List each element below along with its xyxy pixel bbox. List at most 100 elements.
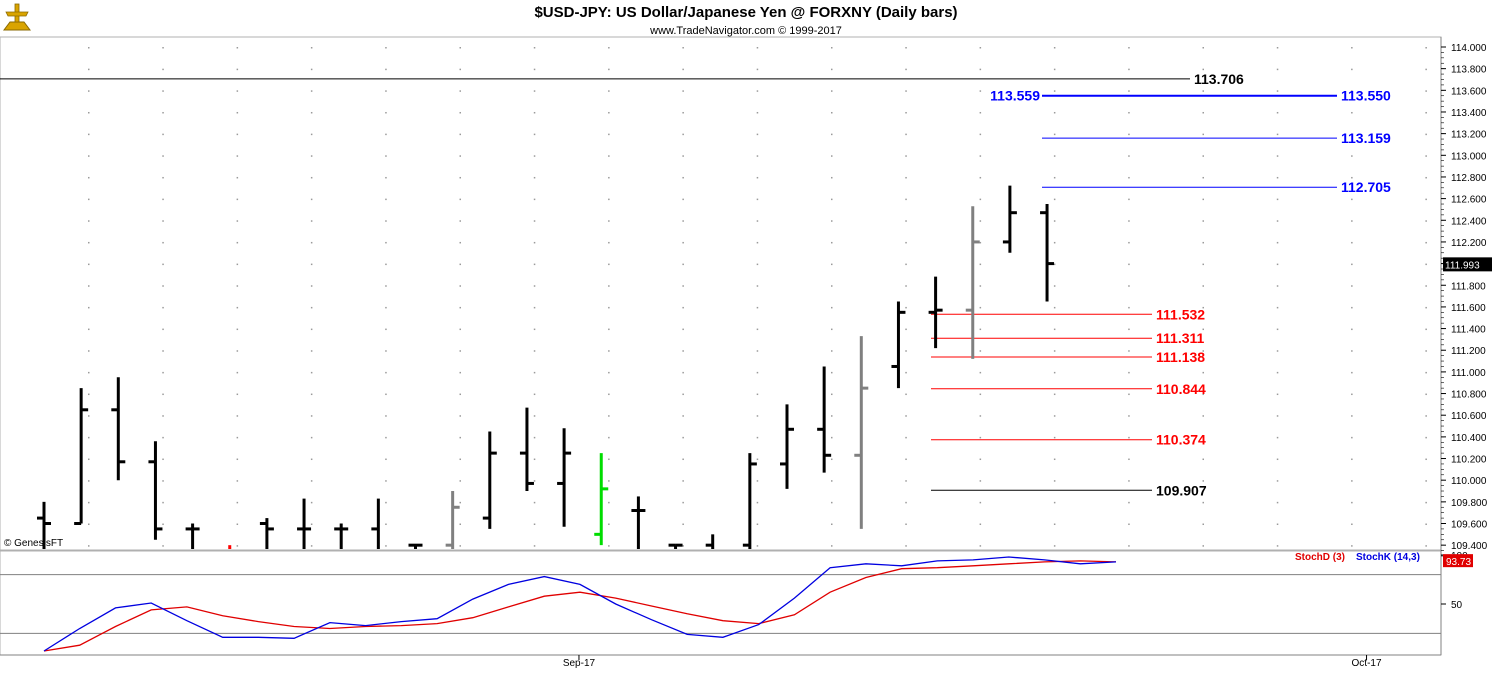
grid-dot <box>533 155 536 157</box>
grid-dot <box>831 176 833 179</box>
grid-dot <box>682 68 684 71</box>
grid-dot <box>1053 241 1056 244</box>
grid-dot <box>385 545 387 547</box>
grid-dot <box>459 415 461 417</box>
grid-dot <box>682 176 684 179</box>
grid-dot <box>905 501 907 504</box>
grid-dot <box>162 371 164 374</box>
grid-dot <box>385 371 387 374</box>
grid-dot <box>682 263 684 266</box>
grid-dot <box>1128 176 1130 179</box>
grid-dot <box>979 371 982 374</box>
grid-dot <box>905 47 907 49</box>
price-axis-label: 112.600 <box>1451 195 1487 206</box>
grid-dot <box>88 176 90 179</box>
grid-dot <box>1425 285 1427 287</box>
grid-dot <box>385 501 387 504</box>
grid-dot <box>1425 241 1427 244</box>
grid-dot <box>682 328 684 331</box>
grid-dot <box>310 436 313 439</box>
grid-dot <box>310 90 313 92</box>
grid-dot <box>236 133 239 136</box>
grid-dot <box>608 133 610 136</box>
grid-dot <box>310 176 313 179</box>
grid-dot <box>1276 198 1279 201</box>
grid-dot <box>236 47 239 49</box>
grid-dot <box>236 350 239 352</box>
grid-dot <box>533 393 536 396</box>
grid-dot <box>1128 306 1130 309</box>
price-axis-label: 109.800 <box>1451 498 1488 509</box>
logo-icon <box>3 3 31 31</box>
grid-dot <box>236 198 239 201</box>
grid-dot <box>682 111 684 114</box>
grid-dot <box>979 133 982 136</box>
grid-dot <box>459 155 461 157</box>
grid-dot <box>162 436 164 439</box>
grid-dot <box>1425 47 1427 49</box>
grid-dot <box>831 458 833 461</box>
grid-dot <box>459 90 461 92</box>
grid-dot <box>533 328 536 331</box>
grid-dot <box>608 90 610 92</box>
grid-dot <box>905 241 907 244</box>
grid-dot <box>905 523 907 526</box>
stoch-last-label: 93.73 <box>1446 557 1471 568</box>
grid-dot <box>533 415 536 417</box>
grid-dot <box>385 220 387 222</box>
grid-dot <box>682 198 684 201</box>
grid-dot <box>1053 111 1056 114</box>
grid-dot <box>162 241 164 244</box>
grid-dot <box>608 220 610 222</box>
grid-dot <box>1351 198 1353 201</box>
grid-dot <box>236 458 239 461</box>
grid-dot <box>236 90 239 92</box>
grid-dot <box>1128 263 1130 266</box>
level-label: 113.159 <box>1341 130 1391 146</box>
grid-dot <box>162 68 164 71</box>
grid-dot <box>1276 47 1279 49</box>
grid-dot <box>1202 328 1204 331</box>
grid-dot <box>385 155 387 157</box>
stoch-axis-label: 50 <box>1451 600 1463 611</box>
grid-dot <box>905 458 907 461</box>
grid-dot <box>608 68 610 71</box>
grid-dot <box>1425 328 1427 331</box>
price-panel-frame <box>0 36 1442 551</box>
grid-dot <box>310 545 313 547</box>
grid-dot <box>236 501 239 504</box>
grid-dot <box>756 458 759 461</box>
grid-dot <box>459 220 461 222</box>
grid-dot <box>310 415 313 417</box>
grid-dot <box>1276 220 1279 222</box>
grid-dot <box>682 458 684 461</box>
grid-dot <box>1053 545 1056 547</box>
grid-dot <box>1128 393 1130 396</box>
grid-dot <box>1128 458 1130 461</box>
grid-dot <box>608 371 610 374</box>
level-label-left: 113.559 <box>990 88 1040 104</box>
grid-dot <box>236 436 239 439</box>
grid-dot <box>1202 436 1204 439</box>
grid-dot <box>608 480 610 482</box>
grid-dot <box>979 393 982 396</box>
grid-dot <box>162 545 164 547</box>
grid-dot <box>1425 371 1427 374</box>
grid-dot <box>1202 480 1204 482</box>
grid-dot <box>459 328 461 331</box>
grid-dot <box>236 263 239 266</box>
grid-dot <box>1425 155 1427 157</box>
grid-dot <box>608 241 610 244</box>
grid-dot <box>459 241 461 244</box>
grid-dot <box>1053 133 1056 136</box>
grid-dot <box>88 306 90 309</box>
grid-dot <box>533 68 536 71</box>
grid-dot <box>385 241 387 244</box>
grid-dot <box>1053 501 1056 504</box>
grid-dot <box>608 111 610 114</box>
grid-dot <box>162 523 164 526</box>
grid-dot <box>88 90 90 92</box>
grid-dot <box>533 350 536 352</box>
